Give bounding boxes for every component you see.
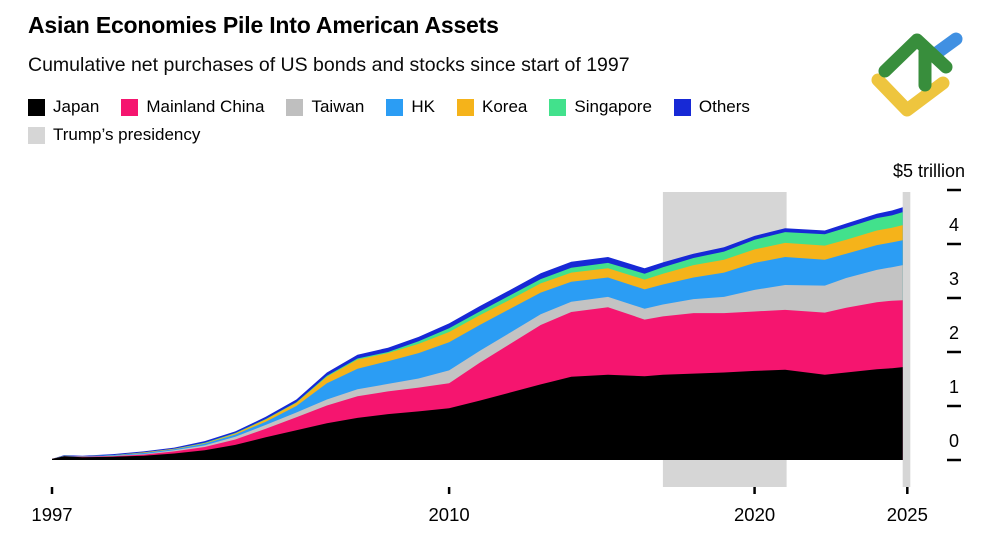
- legend-label: Singapore: [574, 97, 652, 116]
- legend-item-taiwan: Taiwan: [286, 97, 364, 117]
- legend-label: Trump’s presidency: [53, 125, 201, 144]
- legend-swatch-japan: [28, 98, 45, 116]
- legend-swatch-taiwan: [286, 98, 304, 116]
- legend-item-trumps-presidency: Trump’s presidency: [28, 125, 200, 145]
- legend-item-hk: HK: [386, 97, 435, 117]
- chart-subtitle: Cumulative net purchases of US bonds and…: [28, 54, 630, 76]
- legend-item-korea: Korea: [457, 97, 527, 117]
- x-tick-label-1997: 1997: [31, 504, 72, 525]
- legend-label: Mainland China: [146, 97, 265, 116]
- logo-green-peak-stroke: [878, 33, 953, 78]
- y-tick-label-3: 3: [949, 269, 959, 289]
- y-tick-label-5: $5 trillion: [893, 161, 965, 181]
- chart-title: Asian Economies Pile Into American Asset…: [28, 12, 499, 38]
- logo-yellow-stroke: [871, 73, 950, 117]
- x-tick-label-2010: 2010: [429, 504, 470, 525]
- legend-label: Others: [698, 97, 750, 116]
- x-tick-label-2020: 2020: [734, 504, 775, 525]
- legend-label: HK: [411, 97, 436, 116]
- legend-item-singapore: Singapore: [549, 97, 652, 117]
- litefinance-logo: [871, 32, 963, 117]
- y-tick-label-4: 4: [949, 215, 959, 235]
- x-tick-label-2025: 2025: [887, 504, 928, 525]
- y-tick-label-2: 2: [949, 323, 959, 343]
- band-trumps-presidency: [902, 192, 911, 487]
- legend-item-mainland-china: Mainland China: [121, 97, 264, 117]
- legend-label: Taiwan: [311, 97, 365, 116]
- legend-swatch-mainland-china: [121, 98, 139, 116]
- legend-swatch-others: [673, 98, 691, 116]
- legend-swatch-singapore: [549, 98, 567, 116]
- y-tick-label-0: 0: [949, 431, 959, 451]
- legend-label: Korea: [482, 97, 528, 116]
- chart-legend: Japan Mainland China Taiwan HK Korea Singapor…: [28, 97, 888, 145]
- legend-item-others: Others: [673, 97, 750, 117]
- area-japan: [52, 367, 903, 460]
- legend-swatch-trumps-presidency: [28, 126, 45, 144]
- legend-item-japan: Japan: [28, 97, 99, 117]
- legend-swatch-korea: [457, 98, 475, 116]
- legend-label: Japan: [53, 97, 100, 116]
- legend-swatch-hk: [386, 98, 404, 116]
- y-tick-label-1: 1: [949, 377, 959, 397]
